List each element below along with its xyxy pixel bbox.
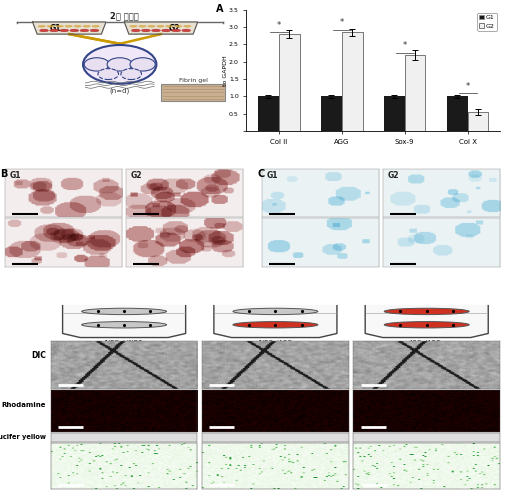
Text: G1: G1 (267, 171, 278, 180)
Text: *: * (466, 82, 470, 91)
Bar (342, 33, 363, 131)
Ellipse shape (152, 29, 160, 32)
Ellipse shape (166, 25, 173, 27)
Ellipse shape (182, 29, 190, 32)
Ellipse shape (384, 308, 469, 315)
Polygon shape (214, 306, 337, 337)
Ellipse shape (130, 25, 137, 27)
Text: (n=d): (n=d) (110, 88, 130, 94)
Text: Fibrin gel: Fibrin gel (179, 78, 208, 82)
Bar (405, 55, 426, 131)
Text: A: A (216, 4, 224, 14)
Ellipse shape (60, 29, 69, 32)
Text: G1: G1 (10, 171, 21, 180)
Text: Rhodamine: Rhodamine (2, 402, 46, 408)
Bar (279, 34, 299, 131)
Bar (384, 96, 405, 131)
Ellipse shape (70, 29, 79, 32)
Polygon shape (124, 22, 197, 34)
Text: C: C (257, 169, 265, 179)
Circle shape (121, 69, 141, 80)
Ellipse shape (148, 25, 155, 27)
Bar (161, 84, 225, 101)
Ellipse shape (65, 25, 72, 27)
Text: DIC: DIC (31, 351, 46, 360)
Text: Lucifer yellow: Lucifer yellow (0, 434, 46, 440)
Text: G2: G2 (387, 171, 399, 180)
Ellipse shape (47, 25, 55, 27)
Polygon shape (365, 306, 488, 337)
Ellipse shape (83, 25, 90, 27)
Circle shape (83, 45, 157, 84)
Ellipse shape (384, 322, 469, 328)
Ellipse shape (233, 308, 318, 315)
Ellipse shape (82, 308, 167, 315)
Bar (447, 96, 468, 131)
Ellipse shape (233, 322, 318, 328)
Ellipse shape (56, 25, 64, 27)
Ellipse shape (40, 29, 48, 32)
Ellipse shape (141, 29, 150, 32)
Circle shape (130, 58, 155, 71)
Text: *: * (339, 18, 344, 27)
Text: dNPCs/dNPCs: dNPCs/dNPCs (102, 340, 146, 346)
Bar (258, 96, 279, 131)
Circle shape (107, 58, 132, 71)
Text: G1: G1 (50, 24, 61, 33)
Ellipse shape (50, 29, 59, 32)
Polygon shape (63, 306, 186, 337)
Text: *: * (277, 21, 281, 30)
Text: G2: G2 (130, 171, 142, 180)
Y-axis label: to GAPDH: to GAPDH (223, 55, 228, 86)
Circle shape (84, 58, 110, 71)
Circle shape (98, 69, 119, 80)
Text: 2차 공배양: 2차 공배양 (110, 12, 139, 21)
Text: *: * (402, 41, 407, 50)
Ellipse shape (139, 25, 146, 27)
Text: dNPCs/ASCs: dNPCs/ASCs (256, 340, 295, 346)
Ellipse shape (38, 25, 45, 27)
Polygon shape (32, 22, 106, 34)
Ellipse shape (82, 322, 167, 328)
Ellipse shape (74, 25, 81, 27)
Ellipse shape (162, 29, 170, 32)
Ellipse shape (184, 25, 191, 27)
Text: G2: G2 (169, 24, 180, 33)
Ellipse shape (131, 29, 140, 32)
Text: ASCs/ASCs: ASCs/ASCs (409, 340, 444, 346)
Ellipse shape (92, 25, 99, 27)
Ellipse shape (90, 29, 99, 32)
Bar (468, 112, 488, 131)
Legend: G1, G2: G1, G2 (477, 13, 497, 31)
Text: B: B (1, 169, 8, 179)
Bar (321, 96, 342, 131)
Ellipse shape (172, 29, 180, 32)
Ellipse shape (175, 25, 182, 27)
Ellipse shape (157, 25, 164, 27)
Ellipse shape (80, 29, 89, 32)
